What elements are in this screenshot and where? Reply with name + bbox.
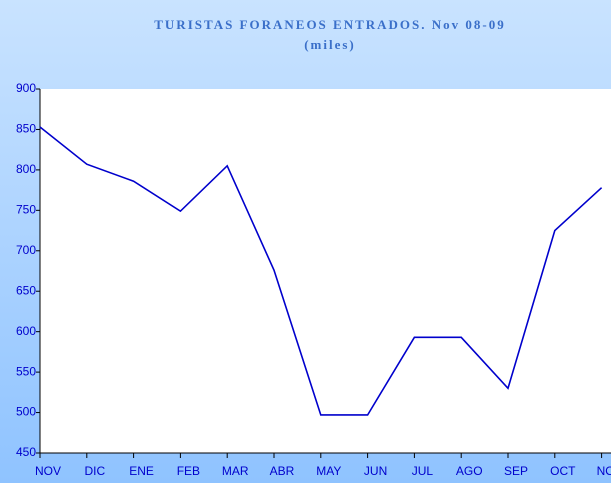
chart-title: TURISTAS FORANEOS ENTRADOS. Nov 08-09 [154, 17, 506, 32]
y-tick-label: 650 [16, 283, 36, 297]
y-tick-label: 700 [16, 243, 36, 257]
x-tick-label: OCT [550, 464, 576, 478]
x-tick-label: JUN [364, 464, 387, 478]
y-tick-label: 900 [16, 81, 36, 95]
y-tick-label: 800 [16, 162, 36, 176]
x-tick-label: MAR [222, 464, 249, 478]
y-tick-label: 600 [16, 324, 36, 338]
x-tick-label: MAY [316, 464, 341, 478]
x-tick-label: FEB [177, 464, 200, 478]
x-tick-label: JUL [412, 464, 434, 478]
x-tick-label: DIC [84, 464, 105, 478]
y-tick-label: 500 [16, 405, 36, 419]
x-tick-label: ENE [129, 464, 154, 478]
y-tick-label: 450 [16, 445, 36, 459]
y-tick-label: 750 [16, 203, 36, 217]
chart-subtitle: (miles) [304, 37, 356, 52]
x-tick-label: SEP [504, 464, 528, 478]
x-tick-label: NOV [597, 464, 611, 478]
x-tick-label: ABR [270, 464, 295, 478]
x-tick-label: NOV [35, 464, 61, 478]
line-series [39, 126, 603, 416]
plot-area [40, 89, 611, 453]
y-tick-label: 850 [16, 122, 36, 136]
y-tick-label: 550 [16, 364, 36, 378]
x-tick-label: AGO [456, 464, 483, 478]
